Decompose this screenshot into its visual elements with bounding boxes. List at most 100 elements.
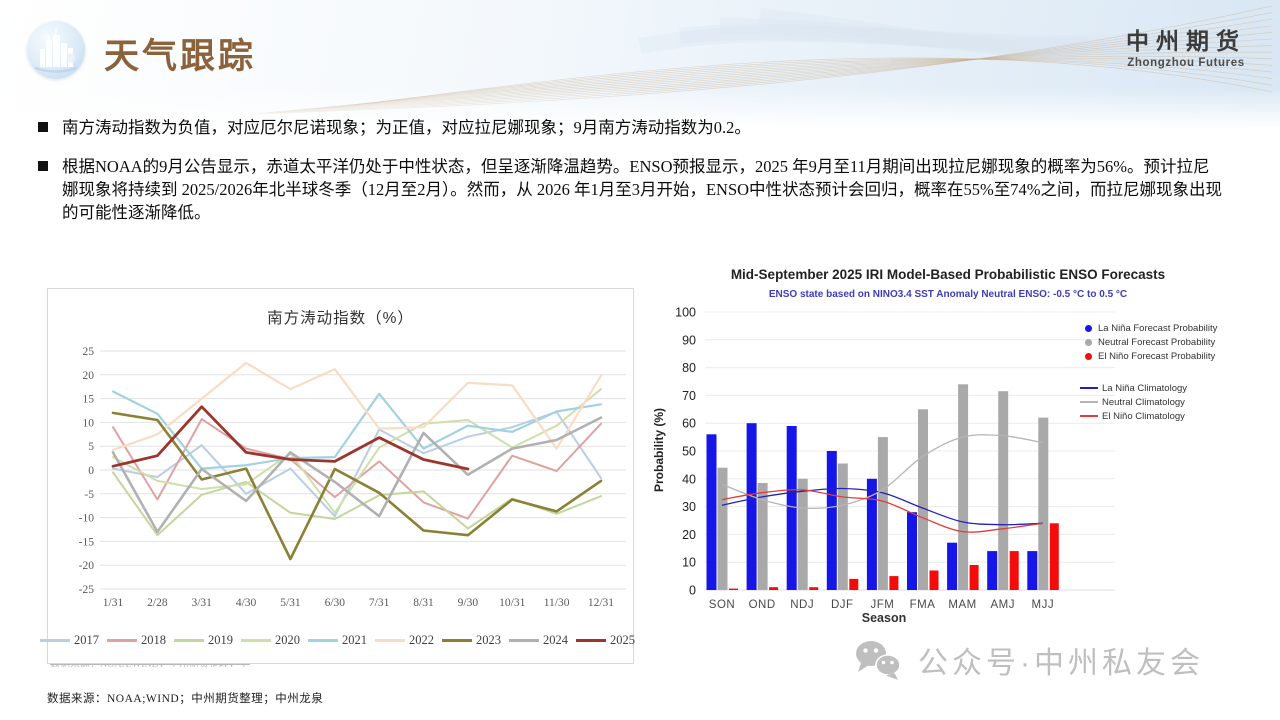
soi-y-tick: -10 [79,513,95,525]
legend-swatch [375,639,405,642]
legend-label: El Niño Climatology [1102,410,1185,422]
enso-y-tick: 90 [682,333,696,347]
enso-x-tick: OND [749,599,776,611]
enso-y-tick: 60 [682,417,696,431]
soi-y-tick: -20 [79,560,95,572]
legend-item-2023: 2023 [442,633,507,648]
legend-swatch [241,639,271,642]
enso-y-tick: 50 [682,445,696,459]
enso-x-tick: SON [709,599,735,611]
watermark-text: 公众号·中州私友会 [918,647,1204,680]
legend-line [1080,401,1098,403]
soi-chart-title: 南方涛动指数（%） [267,310,414,327]
legend-item-2017: 2017 [40,633,105,648]
enso-chart-subtitle: ENSO state based on NINO3.4 SST Anomaly … [768,289,1128,300]
enso-x-axis-label: Season [861,611,907,625]
enso-x-tick: JFM [870,599,894,611]
bar-el-JFM [889,576,899,590]
enso-x-tick: MAM [948,599,976,611]
soi-x-tick: 8/31 [413,597,434,609]
bar-la-DJF [826,451,837,590]
soi-x-tick: 11/30 [544,597,570,609]
legend-item-2021: 2021 [308,633,373,648]
soi-y-tick: 10 [83,417,95,429]
legend-item: La Niña Climatology [1080,382,1247,394]
bar-neutral-AMJ [998,391,1009,590]
legend-item: El Niño Forecast Probability [1085,350,1247,362]
bar-neutral-MAM [958,384,969,590]
company-logo-icon [27,21,85,79]
enso-chart-title: Mid-September 2025 IRI Model-Based Proba… [730,267,1166,282]
bar-el-AMJ [1009,551,1019,590]
bullet-text: 根据NOAA的9月公告显示，赤道太平洋仍处于中性状态，但呈逐渐降温趋势。ENSO… [62,157,1223,222]
legend-swatch [107,639,137,642]
soi-legend: 2017 2018 2019 2020 2021 2022 2023 2024 2025 [40,633,635,648]
enso-y-tick: 100 [675,306,696,320]
brand-block: 中州期货 Zhongzhou Futures [1126,22,1246,69]
soi-line-chart: 25 20 15 10 5 0 -5 -10 -15 -20 -25 1/31 2/28 3/31 4/30… [79,346,626,609]
legend-swatch [174,639,204,642]
bullet-text: 南方涛动指数为负值，对应厄尔尼诺现象；为正值，对应拉尼娜现象；9月南方涛动指数为… [62,118,751,137]
legend-item: El Niño Climatology [1080,410,1247,422]
soi-y-tick: 5 [88,441,94,453]
bar-neutral-MJJ [1038,417,1049,590]
bar-el-MJJ [1049,523,1059,590]
legend-label: 2020 [275,633,300,647]
enso-x-tick: MJJ [1032,599,1055,611]
soi-y-tick: 20 [83,370,95,382]
bar-el-MAM [969,565,979,590]
data-source-note: 数据来源：NOAA;WIND；中州期货整理；中州龙泉 [47,693,324,705]
soi-x-tick: 5/31 [280,597,301,609]
legend-dot [1085,352,1092,360]
legend-label: 2018 [141,633,166,647]
bar-el-OND [769,587,779,590]
soi-y-tick: 15 [83,394,95,406]
legend-swatch [308,639,338,642]
soi-series-2024 [111,416,603,534]
enso-legend: La Niña Forecast Probability Neutral Fore… [1080,322,1247,424]
soi-x-tick: 4/30 [236,597,257,609]
bar-el-DJF [849,578,859,590]
legend-item: Neutral Climatology [1080,396,1247,408]
enso-y-tick: 40 [682,472,696,486]
enso-x-tick: FMA [910,599,936,611]
enso-x-tick: NDJ [790,599,814,611]
legend-label: 2017 [74,633,99,647]
legend-item-2024: 2024 [509,633,574,648]
soi-x-tick: 9/30 [458,597,479,609]
wechat-icon [856,641,901,680]
legend-item: Neutral Forecast Probability [1085,336,1247,348]
enso-x-tick: DJF [831,599,854,611]
soi-y-tick: 0 [88,465,94,477]
legend-gap [1085,364,1247,382]
legend-label: La Niña Forecast Probability [1098,322,1218,334]
watermark: 公众号·中州私友会 [852,638,1204,682]
wave-line [759,8,1280,76]
legend-line [1080,387,1098,389]
enso-y-tick: 0 [689,584,696,598]
soi-y-tick: -15 [79,536,95,548]
legend-label: Neutral Climatology [1102,396,1185,408]
enso-y-tick: 30 [682,500,696,514]
bar-la-OND [746,423,757,590]
soi-x-tick: 12/31 [588,597,614,609]
bullet-list: 南方涛动指数为负值，对应厄尔尼诺现象；为正值，对应拉尼娜现象；9月南方涛动指数为… [38,116,1223,240]
soi-x-tick: 2/28 [147,597,168,609]
legend-swatch [40,639,70,642]
bar-la-NDJ [786,426,797,590]
enso-y-tick: 70 [682,389,696,403]
enso-y-tick: 20 [682,528,696,542]
legend-line [1080,415,1098,417]
legend-label: El Niño Forecast Probability [1098,350,1216,362]
bar-la-AMJ [987,551,998,590]
bar-neutral-SON [717,467,728,590]
brand-name-cn: 中州期货 [1126,28,1246,54]
legend-swatch [576,639,606,642]
bar-el-FMA [929,570,939,590]
header-band [0,0,1280,128]
legend-dot [1085,338,1092,346]
soi-x-tick: 6/30 [325,597,346,609]
bar-neutral-JFM [877,437,888,590]
